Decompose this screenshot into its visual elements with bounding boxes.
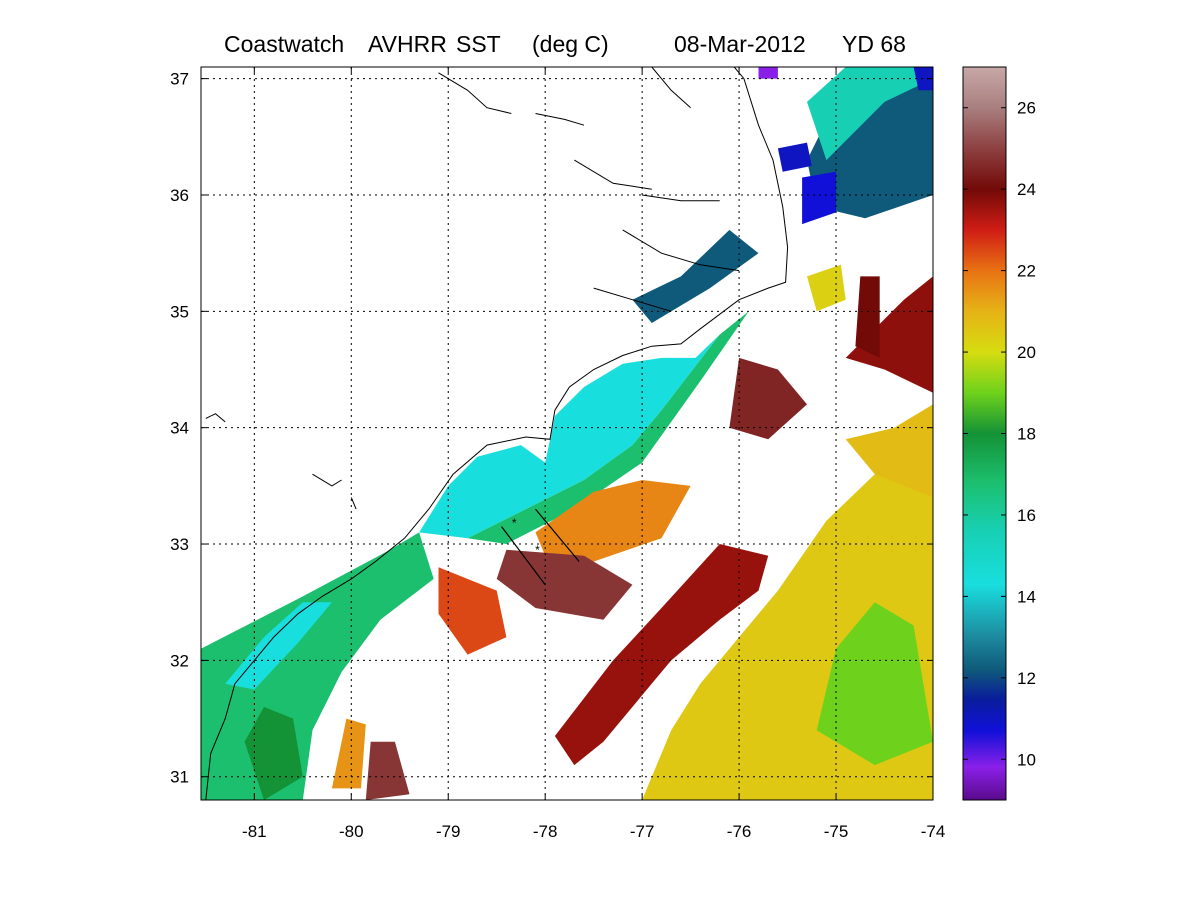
x-tick-label: -81 [242,822,267,841]
sst-field [201,67,933,800]
inland-water-path [642,194,720,202]
x-tick-label: -74 [921,822,946,841]
coastline-path [205,67,789,800]
inland-water-path [593,287,672,312]
title-yearday: YD 68 [842,31,906,57]
colorbar-tick-label: 22 [1017,262,1036,281]
inland-water-path [312,473,342,487]
colorbar-frame [962,66,1007,801]
y-tick-label: 32 [170,651,189,670]
coastline [205,67,789,800]
x-tick-label: -80 [339,822,364,841]
colorbar-ticks: 10 12 14 16 18 20 22 24 26 [963,99,1036,769]
colorbar-tick-label: 10 [1017,750,1036,769]
station-marker: * [512,516,517,530]
sst-region [438,567,507,655]
sst-region [913,67,933,91]
sst-region [244,706,303,800]
sst-region [729,357,807,440]
y-tick-label: 33 [170,535,189,554]
colorbar-tick-label: 18 [1017,425,1036,444]
sst-region [807,264,846,312]
sst-region [845,276,933,393]
transect-lines: ** [501,508,580,586]
x-tick-label: -78 [533,822,558,841]
map-plot-area: ** [200,66,934,801]
sst-region [816,602,933,766]
sst-region [758,67,778,79]
colorbar-tick-label: 12 [1017,669,1036,688]
colorbar-tick-label: 24 [1017,180,1036,199]
inland-water-path [622,229,740,272]
x-tick-label: -76 [727,822,752,841]
station-marker: * [535,543,540,557]
inland-water-path [651,67,691,109]
colorbar-gradient [963,67,1006,800]
transect-line [535,508,580,562]
colorbar-tick-label: 26 [1017,99,1036,118]
title-sensor: AVHRR [368,31,447,57]
inland-water-path [438,72,512,114]
x-tick-label: -77 [630,822,655,841]
figure-title: Coastwatch AVHRR SST (deg C) 08-Mar-2012… [224,31,906,57]
sst-region [467,311,749,544]
y-tick-label: 31 [170,768,189,787]
sst-region [802,171,836,225]
y-tick-label: 34 [170,419,189,438]
sst-region [331,718,366,789]
longitude-axis: -81 -80 -79 -78 -77 -76 -75 -74 [242,67,945,841]
sst-region [554,544,769,766]
colorbar: 10 12 14 16 18 20 22 24 26 [962,66,1036,801]
colorbar-tick-label: 16 [1017,506,1036,525]
colorbar-tick-label: 20 [1017,343,1036,362]
x-tick-label: -75 [824,822,849,841]
title-date: 08-Mar-2012 [674,31,806,57]
sst-region [807,67,933,161]
sst-region [632,229,759,323]
graticule [201,67,933,800]
inland-water-path [574,159,652,190]
inland-water-path [350,497,357,510]
sst-region [419,334,720,539]
sst-region [535,480,691,562]
inland-water-path [205,413,226,423]
sst-region [777,142,812,172]
colorbar-tick-label: 14 [1017,587,1036,606]
y-tick-label: 35 [170,302,189,321]
sst-region [225,602,332,690]
transect-line [501,526,546,586]
y-tick-label: 36 [170,186,189,205]
x-tick-label: -79 [436,822,461,841]
title-variable: SST [456,31,501,57]
y-tick-label: 37 [170,70,189,89]
inland-water-path [535,113,585,126]
map-frame [200,66,934,801]
latitude-axis: 31 32 33 34 35 36 37 [170,70,933,787]
sst-region [365,741,410,800]
sst-region [496,549,633,620]
title-product: Coastwatch [224,31,344,57]
title-units: (deg C) [532,31,609,57]
sst-region [855,276,880,358]
sst-region [845,404,933,498]
